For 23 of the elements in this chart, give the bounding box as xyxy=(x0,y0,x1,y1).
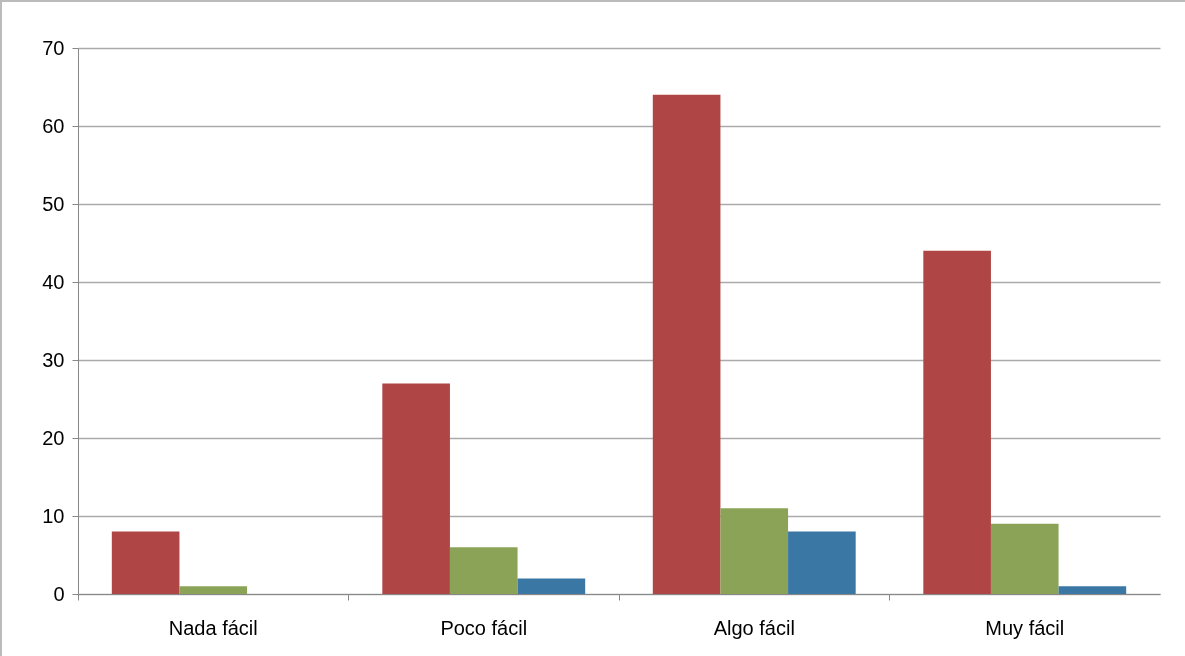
bar xyxy=(923,250,991,594)
bar xyxy=(788,531,856,594)
y-tick-label: 60 xyxy=(42,114,65,137)
bar xyxy=(1058,586,1127,594)
x-tick-label: Nada fácil xyxy=(168,616,258,639)
x-tick-label: Algo fácil xyxy=(713,616,795,639)
bar xyxy=(382,383,450,594)
bar xyxy=(990,523,1059,594)
y-tick-label: 50 xyxy=(42,192,65,215)
y-tick-label: 70 xyxy=(42,36,65,59)
bar xyxy=(449,547,518,594)
bar xyxy=(720,508,789,594)
bar xyxy=(111,531,180,594)
bar xyxy=(652,94,721,594)
x-tick-label: Poco fácil xyxy=(440,616,528,639)
y-tick-label: 10 xyxy=(42,504,65,527)
bar xyxy=(179,586,248,594)
x-tick-label: Muy fácil xyxy=(985,616,1065,639)
y-tick-label: 30 xyxy=(42,348,65,371)
y-tick-label: 0 xyxy=(53,582,65,605)
y-tick-label: 40 xyxy=(42,270,65,293)
y-tick-label: 20 xyxy=(42,426,65,449)
bar xyxy=(517,578,586,594)
